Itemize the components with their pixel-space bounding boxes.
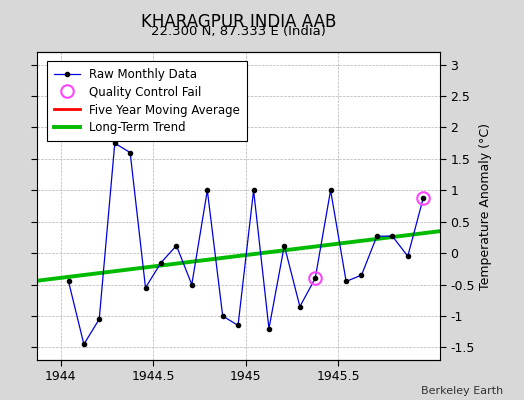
Quality Control Fail: [312, 276, 319, 281]
Text: Berkeley Earth: Berkeley Earth: [421, 386, 503, 396]
Raw Monthly Data: [204, 188, 211, 193]
Quality Control Fail: [420, 196, 427, 201]
Y-axis label: Temperature Anomaly (°C): Temperature Anomaly (°C): [479, 122, 492, 290]
Raw Monthly Data: [112, 141, 118, 146]
Raw Monthly Data: [173, 243, 180, 248]
Raw Monthly Data: [235, 323, 241, 328]
Raw Monthly Data: [312, 276, 319, 281]
Raw Monthly Data: [220, 314, 226, 318]
Text: 22.300 N, 87.333 E (India): 22.300 N, 87.333 E (India): [151, 25, 326, 38]
Line: Quality Control Fail: Quality Control Fail: [309, 192, 429, 284]
Legend: Raw Monthly Data, Quality Control Fail, Five Year Moving Average, Long-Term Tren: Raw Monthly Data, Quality Control Fail, …: [47, 61, 247, 141]
Raw Monthly Data: [266, 326, 272, 331]
Line: Raw Monthly Data: Raw Monthly Data: [67, 141, 425, 346]
Raw Monthly Data: [389, 234, 396, 238]
Raw Monthly Data: [343, 279, 350, 284]
Raw Monthly Data: [189, 282, 195, 287]
Raw Monthly Data: [297, 304, 303, 309]
Raw Monthly Data: [127, 150, 133, 155]
Raw Monthly Data: [374, 234, 380, 238]
Raw Monthly Data: [420, 196, 427, 201]
Raw Monthly Data: [405, 254, 411, 259]
Raw Monthly Data: [96, 317, 102, 322]
Raw Monthly Data: [158, 260, 164, 265]
Raw Monthly Data: [358, 273, 365, 278]
Raw Monthly Data: [250, 188, 257, 193]
Raw Monthly Data: [143, 285, 149, 290]
Raw Monthly Data: [81, 342, 87, 347]
Raw Monthly Data: [66, 279, 72, 284]
Raw Monthly Data: [328, 188, 334, 193]
Raw Monthly Data: [281, 243, 288, 248]
Title: KHARAGPUR INDIA AAB: KHARAGPUR INDIA AAB: [141, 13, 336, 31]
